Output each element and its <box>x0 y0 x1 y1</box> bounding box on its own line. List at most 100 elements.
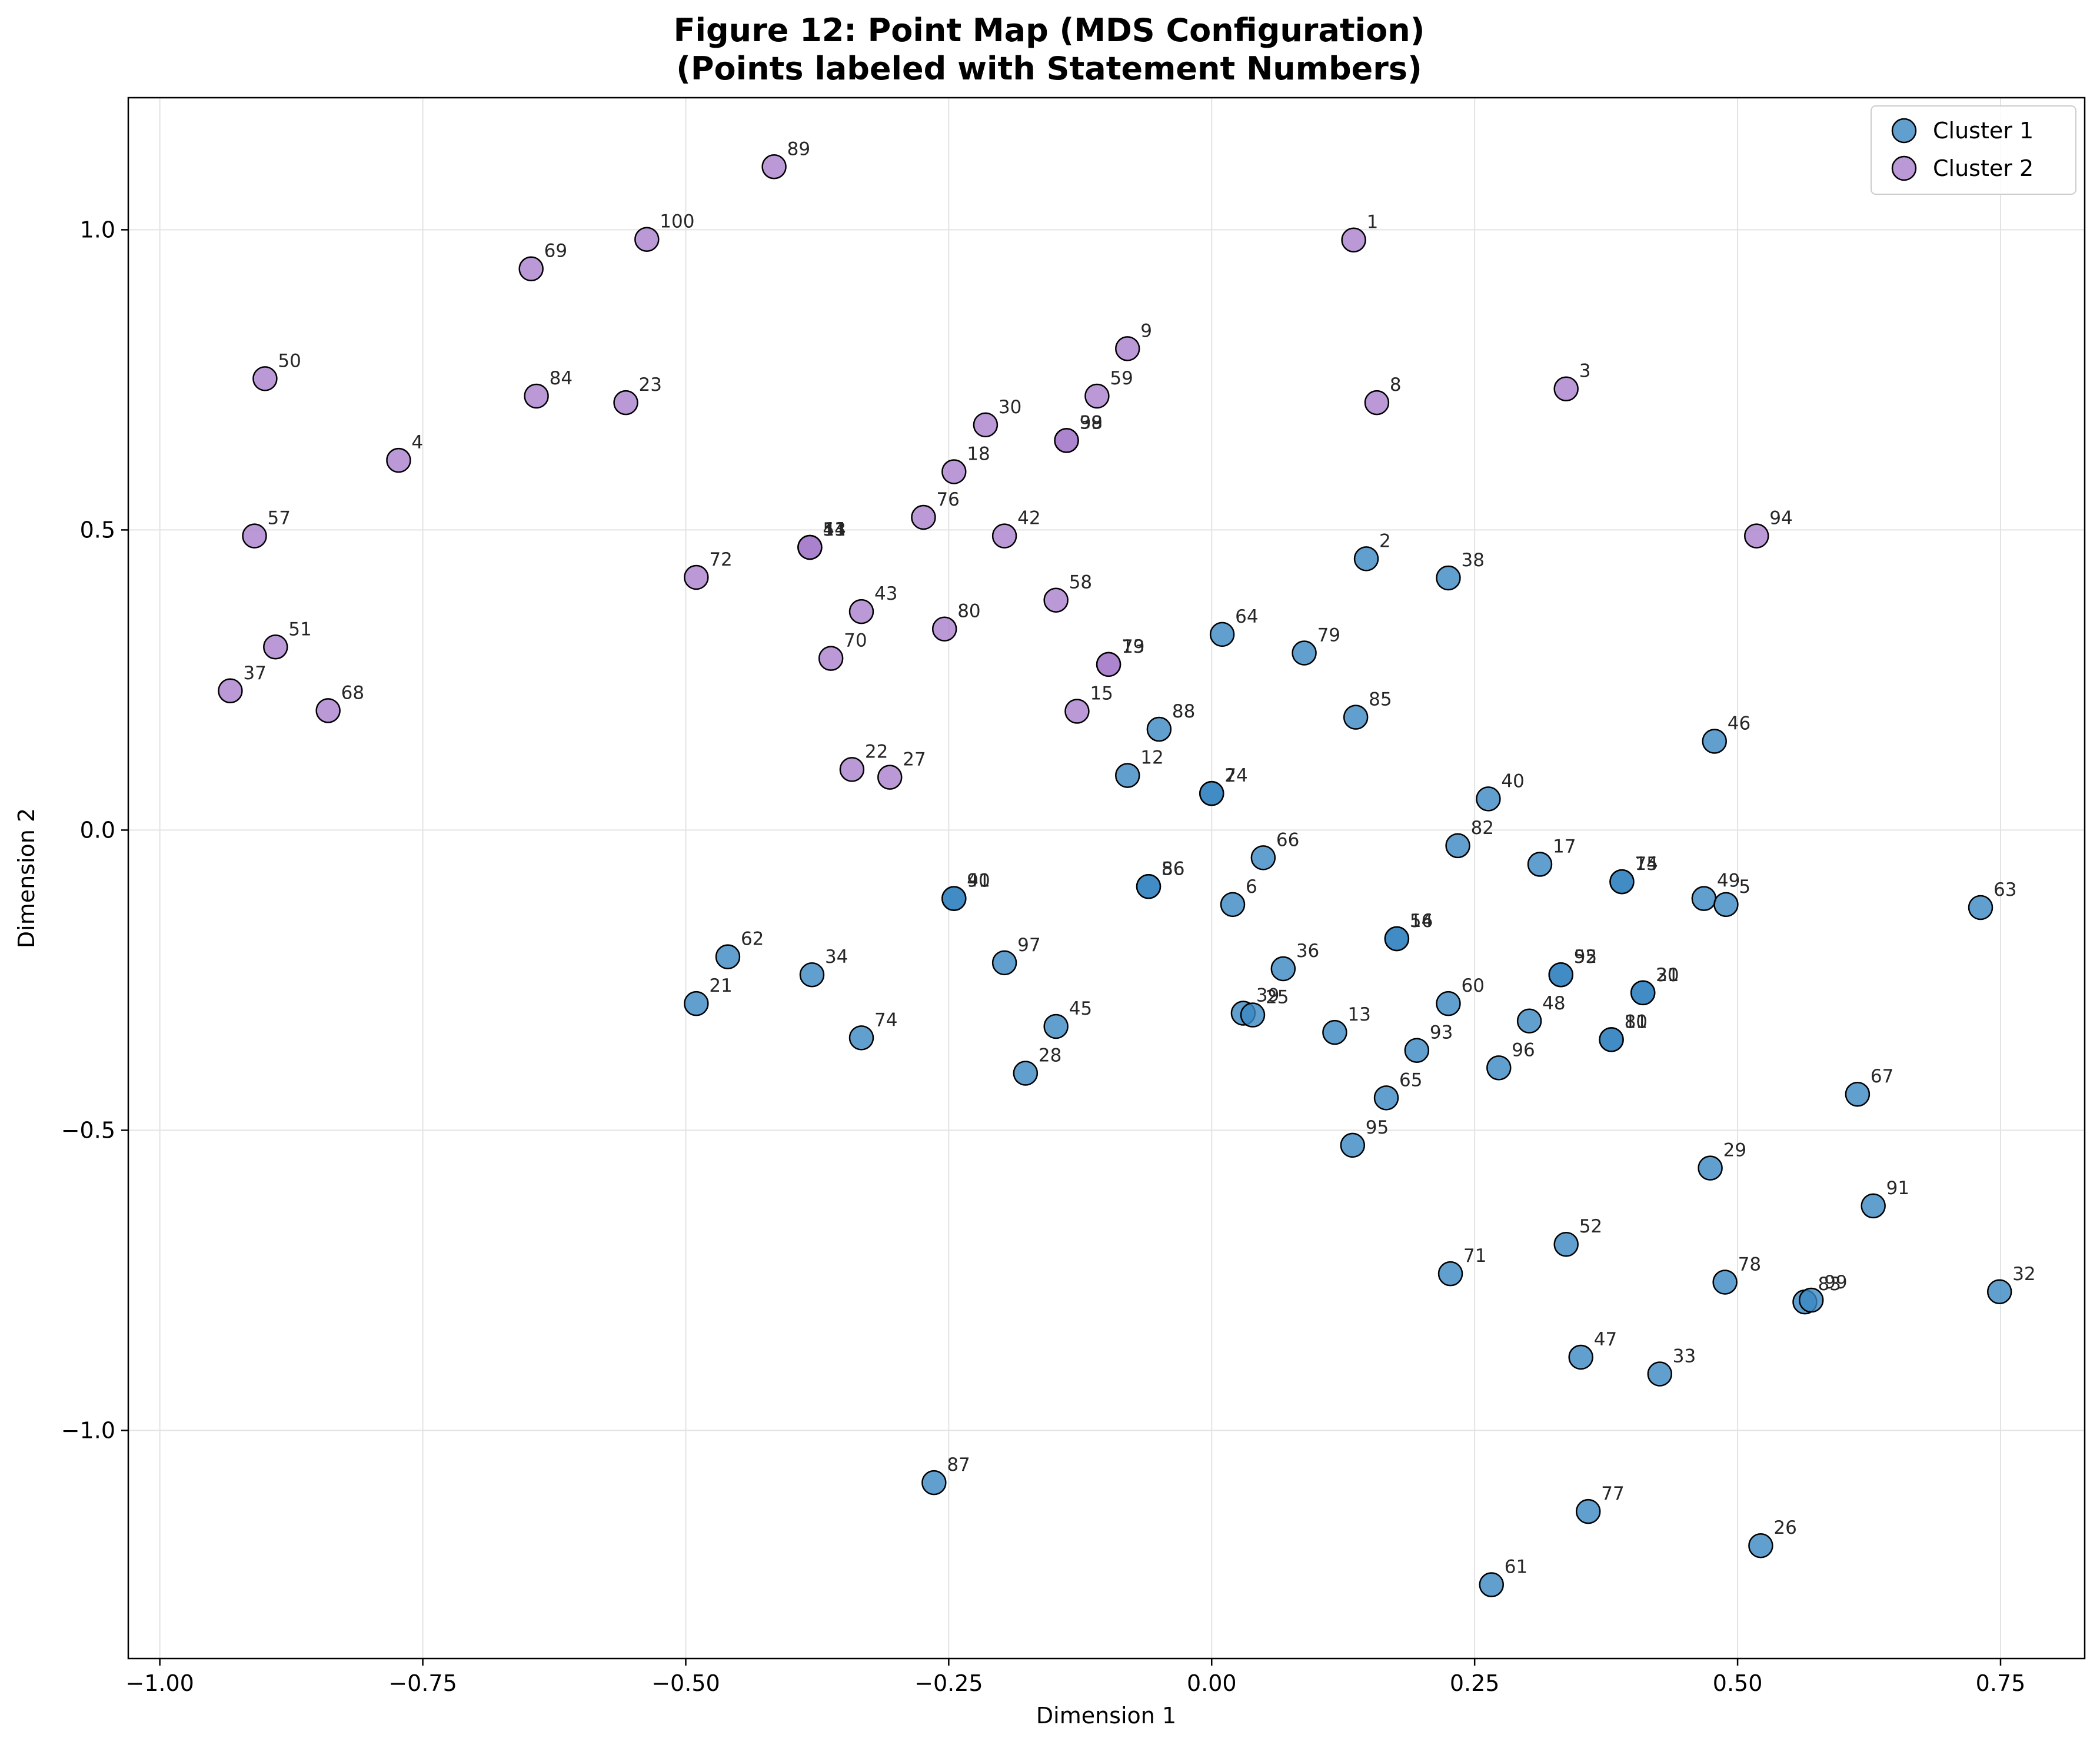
cluster-1-point-45 <box>1043 1013 1069 1039</box>
point-label-33: 33 <box>1673 1346 1696 1367</box>
cluster-1-point-25 <box>1240 1002 1266 1028</box>
cluster-2-point-57 <box>242 523 267 549</box>
point-label-27: 27 <box>903 749 926 770</box>
point-label-98: 98 <box>1080 412 1103 433</box>
cluster-1-point-5 <box>1713 892 1739 918</box>
cluster-2-point-89 <box>761 154 787 180</box>
x-tick-label: −0.50 <box>651 1670 720 1696</box>
point-label-75: 75 <box>1635 853 1658 875</box>
point-label-76: 76 <box>936 489 959 510</box>
x-tick-label: −0.25 <box>914 1670 983 1696</box>
point-label-81: 81 <box>1625 1011 1648 1032</box>
point-label-57: 57 <box>268 508 291 529</box>
point-label-92: 92 <box>1574 946 1597 968</box>
point-label-94: 94 <box>1769 508 1792 529</box>
point-label-51: 51 <box>288 619 311 640</box>
point-label-2: 2 <box>1379 530 1391 551</box>
cluster-1-point-36 <box>1270 956 1296 982</box>
point-label-74: 74 <box>874 1009 897 1031</box>
point-label-82: 82 <box>1471 817 1494 839</box>
x-tick-label: 0.75 <box>1976 1670 2026 1696</box>
point-label-91: 91 <box>1886 1178 1909 1199</box>
point-label-99: 99 <box>1824 1272 1847 1293</box>
point-label-29: 29 <box>1723 1140 1746 1161</box>
point-label-18: 18 <box>967 443 990 464</box>
data-points <box>218 154 2012 1597</box>
point-label-38: 38 <box>1461 550 1484 571</box>
point-label-19: 19 <box>1121 636 1144 657</box>
cluster-2-point-37 <box>218 678 243 704</box>
point-label-93: 93 <box>1430 1022 1453 1044</box>
point-label-53: 53 <box>823 519 846 540</box>
point-label-30: 30 <box>999 397 1021 418</box>
cluster-2-point-69 <box>518 256 544 281</box>
cluster-2-point-18 <box>941 459 967 484</box>
point-label-13: 13 <box>1347 1004 1370 1025</box>
point-label-89: 89 <box>787 138 810 159</box>
axes: −1.00 −0.75 −0.50 −0.25 0.00 0.25 0.50 0.75 −1.0… <box>61 217 2026 1696</box>
x-tick-label: 0.50 <box>1713 1670 1763 1696</box>
point-label-86: 86 <box>1162 858 1184 879</box>
cluster-1-point-48 <box>1516 1008 1542 1034</box>
point-label-1: 1 <box>1367 212 1379 233</box>
cluster-1-point-6 <box>1220 892 1246 918</box>
x-tick-label: −1.00 <box>125 1670 194 1696</box>
cluster-1-point-2 <box>1353 546 1379 571</box>
cluster-2-point-58 <box>1043 587 1069 613</box>
point-label-40: 40 <box>1501 770 1524 792</box>
cluster-1-point-78 <box>1712 1270 1738 1295</box>
cluster-1-point-71 <box>1437 1261 1463 1287</box>
cluster-1-point-13 <box>1322 1019 1347 1045</box>
cluster-2-point-43 <box>848 599 874 624</box>
cluster-2-point-51 <box>263 634 288 660</box>
cluster-2-point-84 <box>524 383 549 409</box>
point-label-24: 24 <box>1224 765 1247 786</box>
y-tick-label: 1.0 <box>80 217 115 242</box>
point-label-15: 15 <box>1090 683 1113 704</box>
cluster-1-point-95 <box>1340 1132 1366 1158</box>
point-label-100: 100 <box>660 211 694 232</box>
cluster-1-point-38 <box>1436 565 1461 591</box>
y-tick-label: −0.5 <box>61 1117 115 1143</box>
y-tick-label: 0.0 <box>80 817 115 843</box>
cluster-2-point-9 <box>1115 336 1140 361</box>
cluster-2-point-50 <box>252 366 278 391</box>
point-label-34: 34 <box>825 946 848 968</box>
cluster-1-point-26 <box>1748 1533 1773 1558</box>
point-label-5: 5 <box>1739 876 1750 898</box>
point-label-25: 25 <box>1266 987 1289 1008</box>
point-label-83: 83 <box>1818 1274 1841 1295</box>
point-label-60: 60 <box>1461 975 1484 996</box>
point-label-6: 6 <box>1246 876 1257 898</box>
point-label-23: 23 <box>639 374 662 396</box>
point-label-65: 65 <box>1399 1069 1422 1091</box>
cluster-1-point-82 <box>1445 833 1470 859</box>
cluster-1-point-65 <box>1373 1085 1399 1111</box>
cluster-2-point-30 <box>973 412 999 438</box>
cluster-1-point-47 <box>1568 1344 1593 1370</box>
cluster-1-point-52 <box>1553 1231 1579 1257</box>
cluster-1-point-93 <box>1404 1038 1430 1063</box>
x-axis-label: Dimension 1 <box>1036 1703 1176 1729</box>
chart-title-line-1: Figure 12: Point Map (MDS Configuration) <box>674 12 1425 49</box>
point-label-47: 47 <box>1594 1329 1617 1350</box>
cluster-2-point-94 <box>1744 523 1769 549</box>
cluster-2-point-59 <box>1084 383 1110 409</box>
point-label-49: 49 <box>1717 870 1740 892</box>
cluster-2-point-15 <box>1064 699 1090 724</box>
point-label-67: 67 <box>1871 1066 1893 1087</box>
cluster-1-point-54 <box>1384 926 1410 952</box>
point-label-72: 72 <box>709 549 732 570</box>
point-label-41: 41 <box>967 870 990 892</box>
point-label-32: 32 <box>2012 1264 2035 1285</box>
cluster-1-point-91 <box>1861 1193 1886 1219</box>
cluster-2-point-100 <box>634 227 660 252</box>
point-label-55: 55 <box>1574 946 1597 968</box>
point-label-87: 87 <box>947 1454 970 1476</box>
point-label-31: 31 <box>1656 965 1679 986</box>
point-label-64: 64 <box>1235 606 1258 627</box>
point-label-43: 43 <box>874 583 897 604</box>
